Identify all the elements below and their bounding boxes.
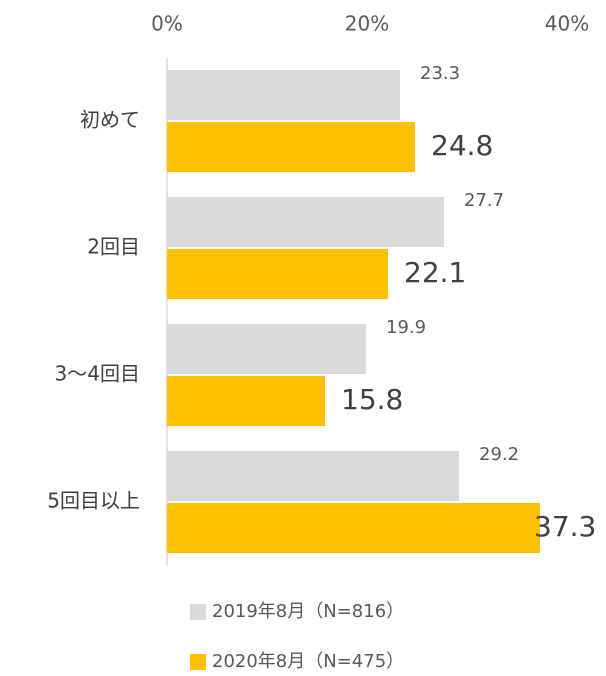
data-label: 27.7 [464, 190, 504, 211]
x-tick-label: 20% [345, 12, 389, 36]
category-label: 3～4回目 [55, 362, 140, 386]
legend-label: 2019年8月（N=816） [212, 601, 404, 622]
data-label: 24.8 [431, 129, 493, 162]
legend-swatch [190, 654, 206, 670]
bar [167, 122, 415, 172]
legend-label: 2020年8月（N=475） [212, 651, 404, 672]
category-label: 5回目以上 [47, 489, 140, 513]
bar [167, 249, 388, 299]
data-label: 37.3 [534, 510, 596, 543]
bar [167, 451, 459, 501]
bar [167, 70, 400, 120]
x-tick-label: 0% [151, 12, 183, 36]
data-label: 22.1 [404, 256, 466, 289]
data-label: 15.8 [341, 383, 403, 416]
legend-swatch [190, 604, 206, 620]
data-label: 29.2 [479, 444, 519, 465]
data-label: 19.9 [386, 317, 426, 338]
category-label: 2回目 [87, 235, 140, 259]
x-tick-label: 40% [545, 12, 589, 36]
bar [167, 197, 444, 247]
bar [167, 376, 325, 426]
data-label: 23.3 [420, 63, 460, 84]
category-label: 初めて [80, 108, 140, 132]
bar [167, 324, 366, 374]
bar [167, 503, 540, 553]
